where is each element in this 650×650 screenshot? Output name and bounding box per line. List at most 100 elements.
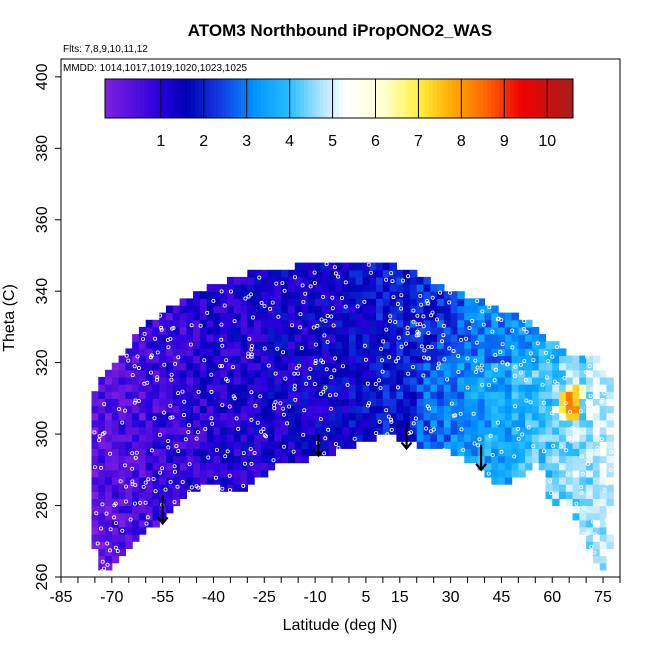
- sample-point: [176, 391, 181, 396]
- sample-point: [366, 403, 371, 408]
- heatmap-cell: [477, 326, 486, 335]
- colorbar-segment: [409, 79, 414, 118]
- heatmap-cell: [247, 319, 255, 328]
- heatmap-cell: [518, 448, 526, 457]
- sample-point: [473, 358, 478, 363]
- heatmap-cell: [511, 355, 519, 364]
- heatmap-cell: [138, 384, 147, 392]
- colorbar-segment: [381, 79, 387, 118]
- heatmap-cell: [559, 491, 567, 499]
- heatmap-cell: [362, 276, 370, 285]
- heatmap-cell: [220, 284, 228, 292]
- heatmap-cell: [138, 505, 147, 514]
- heatmap-cell: [98, 376, 106, 385]
- heatmap-cell: [592, 362, 601, 371]
- heatmap-cell: [179, 441, 187, 449]
- heatmap-cell: [281, 376, 289, 385]
- heatmap-cell: [396, 312, 404, 321]
- sample-point: [519, 362, 524, 367]
- heatmap-cell: [572, 477, 580, 485]
- sample-point: [510, 345, 515, 350]
- sample-point: [227, 473, 232, 478]
- heatmap-cell: [531, 405, 540, 414]
- heatmap-cell: [288, 284, 296, 292]
- sample-point: [343, 304, 348, 309]
- sample-point: [438, 290, 443, 295]
- heatmap-cell: [172, 448, 181, 457]
- heatmap-cell: [254, 369, 262, 378]
- heatmap-cell: [349, 334, 357, 342]
- heatmap-cell: [592, 448, 601, 457]
- heatmap-cell: [179, 491, 187, 499]
- heatmap-cell: [247, 355, 255, 364]
- sample-point: [339, 295, 344, 300]
- sample-point: [249, 417, 254, 422]
- heatmap-cell: [91, 541, 99, 549]
- heatmap-cell: [227, 462, 235, 471]
- heatmap-cell: [91, 462, 99, 471]
- sample-point: [172, 469, 177, 474]
- heatmap-cell: [193, 369, 201, 378]
- heatmap-cell: [586, 534, 594, 542]
- heatmap-cell: [531, 362, 540, 371]
- sample-point: [166, 438, 171, 443]
- heatmap-cell: [186, 348, 194, 357]
- heatmap-cell: [233, 455, 242, 464]
- heatmap-cell: [233, 276, 242, 285]
- heatmap-cell: [227, 427, 235, 435]
- heatmap-cell: [518, 348, 526, 357]
- sample-point: [475, 365, 480, 370]
- colorbar-segment: [491, 79, 496, 118]
- heatmap-cell: [125, 491, 133, 499]
- heatmap-cell: [186, 455, 194, 464]
- heatmap-cell: [565, 419, 574, 428]
- heatmap-cell: [193, 469, 201, 478]
- heatmap-cell: [362, 412, 370, 421]
- heatmap-cell: [423, 312, 431, 321]
- heatmap-cell: [491, 355, 499, 364]
- sample-point: [321, 389, 326, 394]
- heatmap-cell: [349, 262, 357, 271]
- heatmap-cell: [579, 448, 587, 457]
- heatmap-cell: [525, 326, 533, 335]
- sample-point: [97, 434, 102, 439]
- down-arrow: [475, 444, 487, 472]
- heatmap-cell: [213, 448, 221, 457]
- heatmap-cell: [240, 362, 248, 371]
- down-arrow: [400, 423, 413, 451]
- heatmap-cell: [450, 355, 458, 364]
- heatmap-cell: [545, 484, 553, 492]
- heatmap-cell: [111, 419, 120, 428]
- heatmap-cell: [281, 291, 289, 299]
- heatmap-cell: [98, 527, 106, 535]
- sample-point: [320, 360, 325, 365]
- heatmap-cell: [572, 469, 580, 478]
- y-tick-label: 280: [34, 492, 51, 519]
- heatmap-cell: [294, 376, 303, 385]
- heatmap-cell: [132, 519, 140, 528]
- colorbar-tick-label: 6: [371, 133, 380, 150]
- heatmap-cell: [477, 369, 486, 378]
- sample-point: [389, 419, 394, 424]
- heatmap-cell: [172, 434, 181, 442]
- heatmap-cell: [111, 434, 120, 442]
- sample-point: [456, 369, 461, 374]
- heatmap-cell: [592, 534, 601, 542]
- heatmap-cell: [159, 455, 167, 464]
- heatmap-cell: [464, 376, 472, 385]
- heatmap-cell: [450, 405, 458, 414]
- heatmap-cell: [376, 405, 384, 414]
- colorbar-segment: [537, 79, 543, 118]
- heatmap-cell: [254, 276, 262, 285]
- heatmap-cell: [342, 384, 350, 392]
- heatmap-cell: [301, 305, 309, 314]
- heatmap-cell: [206, 305, 215, 314]
- heatmap-cell: [227, 276, 235, 285]
- heatmap-cell: [138, 491, 147, 499]
- heatmap-cell: [355, 362, 364, 371]
- sample-point: [259, 300, 264, 305]
- heatmap-cell: [525, 462, 533, 471]
- sample-point: [541, 449, 546, 454]
- heatmap-cell: [606, 405, 614, 414]
